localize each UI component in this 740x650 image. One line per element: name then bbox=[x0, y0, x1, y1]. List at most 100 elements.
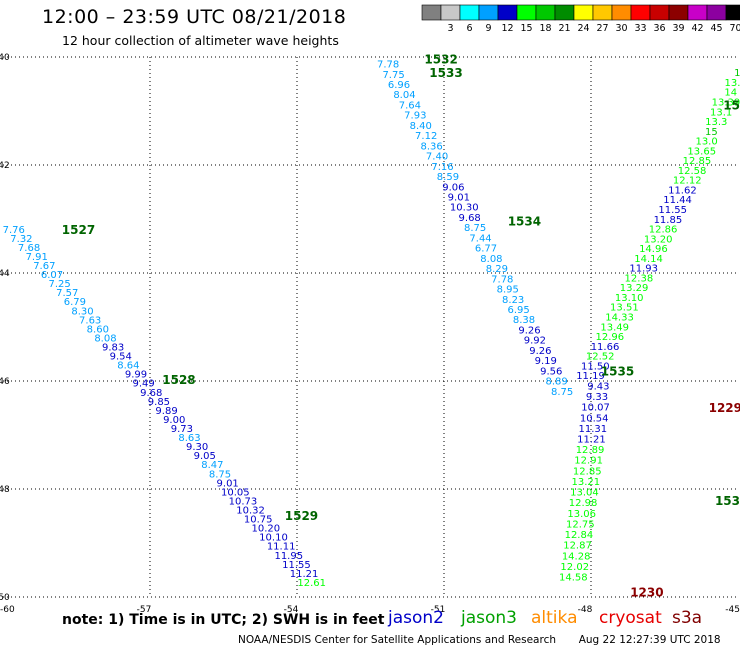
wave-height-label: 12.84 bbox=[565, 530, 594, 541]
legend-altika: altika bbox=[531, 608, 578, 628]
wave-height-label: 8.75 bbox=[209, 469, 231, 480]
wave-height-label: 9.49 bbox=[133, 379, 155, 390]
wave-height-label: 7.32 bbox=[10, 234, 32, 245]
wave-height-label: 11.95 bbox=[274, 551, 303, 562]
colorbar-swatch bbox=[668, 4, 689, 21]
colorbar-tick-label: 15 bbox=[520, 23, 532, 34]
credit-line: NOAA/NESDIS Center for Satellite Applica… bbox=[238, 634, 721, 646]
wave-height-label: 12.87 bbox=[563, 541, 592, 552]
wave-height-label: 9.30 bbox=[186, 442, 208, 453]
colorbar-tick-label: 39 bbox=[672, 23, 684, 34]
wave-height-label: 13.3 bbox=[724, 78, 740, 89]
wave-height-label: 6.79 bbox=[64, 297, 86, 308]
wave-height-label: 6.07 bbox=[41, 270, 63, 281]
wave-height-label: 13.3 bbox=[705, 117, 727, 128]
wave-height-label: 13.20 bbox=[644, 234, 673, 245]
generated-timestamp: Aug 22 12:27:39 UTC 2018 bbox=[578, 634, 721, 646]
wave-height-label: 13.39 bbox=[712, 98, 740, 109]
wave-height-label: 10.07 bbox=[581, 403, 610, 414]
pass-number-label: 1230 bbox=[630, 586, 663, 600]
wave-height-label: 7.44 bbox=[469, 233, 491, 244]
x-tick-label: -51 bbox=[431, 605, 446, 615]
wave-height-label: 12.85 bbox=[683, 156, 712, 167]
y-tick-label: -46 bbox=[0, 377, 10, 387]
colorbar-swatch bbox=[706, 4, 727, 21]
colorbar-tick-label: 9 bbox=[485, 23, 491, 34]
wave-height-label: 13.65 bbox=[687, 146, 716, 157]
colorbar-tick-label: 27 bbox=[596, 23, 608, 34]
wave-height-label: 8.64 bbox=[117, 361, 139, 372]
wave-height-label: 12.91 bbox=[574, 456, 603, 467]
wave-height-label: 10.30 bbox=[450, 203, 479, 214]
colorbar-swatch bbox=[592, 4, 613, 21]
wave-height-label: 12.75 bbox=[566, 519, 595, 530]
colorbar-tick-label: 12 bbox=[501, 23, 513, 34]
colorbar-swatch bbox=[497, 4, 518, 21]
wave-height-label: 12.02 bbox=[560, 562, 589, 573]
wave-height-label: 8.95 bbox=[497, 285, 519, 296]
colorbar-tick-label: 30 bbox=[615, 23, 627, 34]
colorbar-swatch bbox=[573, 4, 594, 21]
legend-cryosat: cryosat bbox=[599, 608, 662, 628]
wave-height-label: 9.68 bbox=[140, 388, 162, 399]
colorbar-swatch bbox=[554, 4, 575, 21]
wave-height-label: 8.04 bbox=[393, 90, 415, 101]
wave-height-label: 13.29 bbox=[620, 283, 649, 294]
wave-height-label: 13.06 bbox=[567, 509, 596, 520]
pass-number-label: 1534 bbox=[508, 215, 541, 229]
wave-height-label: 6.95 bbox=[507, 305, 529, 316]
colorbar-tick-label: 70 bbox=[729, 23, 740, 34]
wave-height-label: 6.96 bbox=[388, 80, 410, 91]
wave-height-label: 15 bbox=[734, 68, 740, 79]
wave-height-label: 11.21 bbox=[577, 435, 606, 446]
colorbar-tick-label: 36 bbox=[653, 23, 665, 34]
wave-height-label: 10.54 bbox=[580, 413, 609, 424]
wave-height-label: 11.55 bbox=[282, 560, 311, 571]
legend-jason2: jason2 bbox=[388, 608, 444, 628]
credit-text: NOAA/NESDIS Center for Satellite Applica… bbox=[238, 634, 556, 646]
wave-height-label: 13.1 bbox=[710, 107, 732, 118]
pass-number-label: 15 bbox=[723, 99, 740, 113]
wave-height-label: 9.99 bbox=[125, 370, 147, 381]
y-tick-label: -44 bbox=[0, 269, 10, 279]
wave-height-label: 9.54 bbox=[110, 352, 132, 363]
wave-height-label: 13.51 bbox=[610, 303, 639, 314]
wave-height-label: 12.85 bbox=[573, 466, 602, 477]
colorbar-tick-label: 24 bbox=[577, 23, 589, 34]
wave-height-label: 14.96 bbox=[639, 244, 668, 255]
colorbar-swatch bbox=[421, 4, 442, 21]
wave-height-label: 10.75 bbox=[244, 515, 273, 526]
wave-height-label: 9.01 bbox=[448, 193, 470, 204]
wave-height-label: 9.26 bbox=[518, 325, 540, 336]
colorbar-swatch bbox=[611, 4, 632, 21]
wave-height-label: 7.64 bbox=[399, 100, 421, 111]
wave-height-label: 7.67 bbox=[33, 261, 55, 272]
wave-height-label: 9.26 bbox=[529, 346, 551, 357]
wave-height-label: 7.75 bbox=[382, 70, 404, 81]
wave-height-label: 8.36 bbox=[420, 141, 442, 152]
x-tick-label: -57 bbox=[137, 605, 152, 615]
wave-height-label: 11.31 bbox=[578, 424, 607, 435]
colorbar-swatch bbox=[687, 4, 708, 21]
colorbar-swatch bbox=[478, 4, 499, 21]
wave-height-label: 11.66 bbox=[591, 342, 620, 353]
colorbar-swatch bbox=[459, 4, 480, 21]
wave-height-label: 9.83 bbox=[102, 343, 124, 354]
wave-height-label: 9.06 bbox=[442, 182, 464, 193]
wave-height-label: 8.75 bbox=[464, 223, 486, 234]
wave-height-label: 14.33 bbox=[605, 313, 634, 324]
wave-height-label: 9.43 bbox=[587, 381, 609, 392]
colorbar-swatch bbox=[630, 4, 651, 21]
wave-height-label: 9.85 bbox=[148, 397, 170, 408]
wave-height-label: 8.47 bbox=[201, 460, 223, 471]
wave-height-label: 11.85 bbox=[654, 215, 683, 226]
wave-height-label: 13.21 bbox=[572, 477, 601, 488]
wave-height-label: 11.50 bbox=[581, 361, 610, 372]
legend-s3a: s3a bbox=[672, 608, 703, 628]
colorbar-tick-label: 45 bbox=[710, 23, 722, 34]
wave-height-label: 11.93 bbox=[629, 264, 658, 275]
wave-height-label: 11.62 bbox=[668, 185, 697, 196]
wave-height-label: 9.33 bbox=[586, 392, 608, 403]
wave-height-label: 15 bbox=[705, 127, 718, 138]
